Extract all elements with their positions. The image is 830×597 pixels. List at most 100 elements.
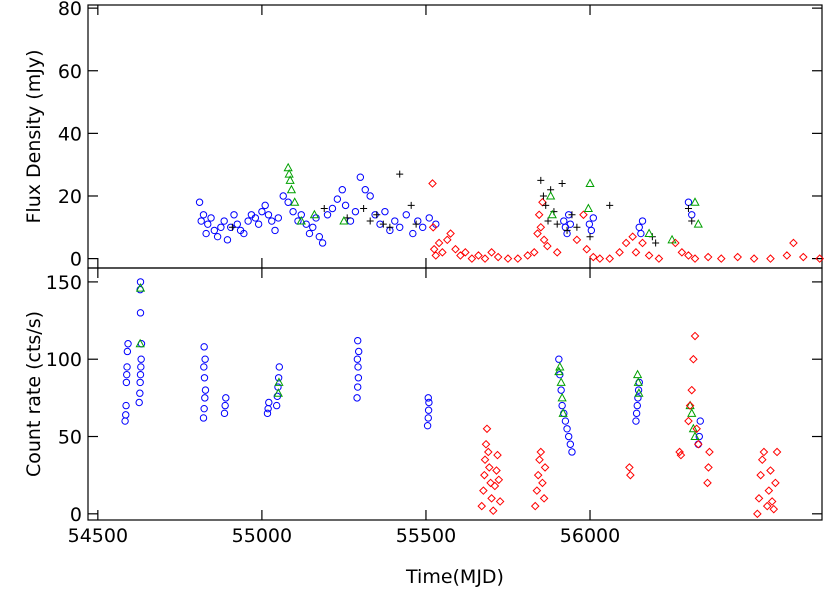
point — [513, 254, 523, 263]
point — [563, 425, 571, 433]
point — [634, 394, 642, 402]
point — [798, 252, 808, 262]
point — [361, 186, 369, 194]
point — [488, 506, 498, 516]
y-tick-label: 20 — [58, 186, 82, 208]
y-tick-label: 150 — [46, 272, 82, 294]
point — [429, 244, 439, 254]
point — [589, 214, 598, 222]
point — [535, 455, 544, 465]
point — [479, 486, 488, 495]
point — [396, 223, 404, 231]
point — [486, 478, 495, 488]
point — [233, 220, 241, 228]
point — [684, 205, 692, 213]
point — [538, 478, 547, 488]
point — [704, 463, 713, 472]
point — [503, 254, 513, 263]
point — [556, 377, 566, 386]
point — [284, 198, 292, 206]
point — [396, 170, 404, 178]
point — [273, 388, 283, 397]
x-tick-label: 56000 — [560, 525, 620, 547]
point — [632, 417, 640, 425]
point — [539, 235, 549, 245]
point — [121, 417, 129, 425]
point — [274, 377, 284, 386]
point — [552, 248, 562, 257]
point — [568, 211, 576, 219]
point — [200, 374, 209, 382]
point — [438, 248, 447, 257]
point — [320, 205, 328, 213]
point — [285, 175, 295, 184]
point — [220, 409, 229, 418]
point — [588, 252, 598, 262]
point — [484, 463, 494, 472]
point — [474, 251, 483, 260]
y-tick-label: 80 — [58, 0, 82, 20]
point — [632, 409, 641, 418]
point — [667, 234, 677, 244]
point — [585, 178, 595, 187]
point — [136, 389, 144, 397]
point — [200, 404, 208, 413]
point — [279, 192, 287, 200]
point — [354, 374, 363, 382]
point — [351, 207, 360, 216]
point — [487, 494, 496, 503]
y-tick-label: 40 — [58, 123, 82, 145]
point — [688, 217, 696, 225]
point — [386, 223, 394, 231]
point — [530, 501, 540, 511]
point — [201, 386, 210, 394]
point — [354, 383, 362, 391]
point — [716, 254, 726, 263]
point — [135, 283, 146, 292]
point — [228, 223, 236, 231]
point — [557, 392, 567, 402]
point — [540, 463, 550, 472]
point — [554, 366, 564, 376]
point — [424, 406, 433, 414]
point — [684, 251, 693, 260]
x-axis-label: Time(MJD) — [405, 566, 504, 588]
point — [434, 238, 444, 248]
point — [207, 214, 215, 222]
point — [560, 217, 568, 225]
point — [354, 347, 363, 356]
y-tick-label: 0 — [70, 249, 82, 271]
point — [456, 251, 465, 260]
point — [487, 248, 496, 257]
point — [555, 355, 563, 363]
point — [402, 211, 410, 219]
point — [309, 209, 320, 219]
point — [123, 363, 131, 371]
point — [264, 404, 272, 413]
point — [221, 401, 229, 410]
point — [222, 394, 230, 402]
point — [644, 228, 654, 238]
point — [771, 478, 780, 488]
point — [467, 254, 477, 263]
point — [789, 238, 798, 248]
point — [318, 239, 327, 247]
point — [274, 214, 283, 222]
point — [480, 470, 489, 480]
point — [201, 355, 209, 363]
point — [644, 251, 654, 260]
point — [136, 378, 144, 387]
point — [428, 222, 438, 232]
point — [135, 338, 145, 348]
point — [703, 478, 712, 488]
point — [202, 229, 210, 238]
point — [339, 215, 349, 225]
y-axis-label: Count rate (cts/s) — [23, 311, 45, 477]
point — [652, 239, 660, 247]
point — [539, 192, 547, 200]
point — [230, 211, 238, 219]
point — [223, 236, 232, 244]
point — [493, 450, 502, 460]
point — [379, 220, 387, 228]
point — [539, 494, 549, 503]
